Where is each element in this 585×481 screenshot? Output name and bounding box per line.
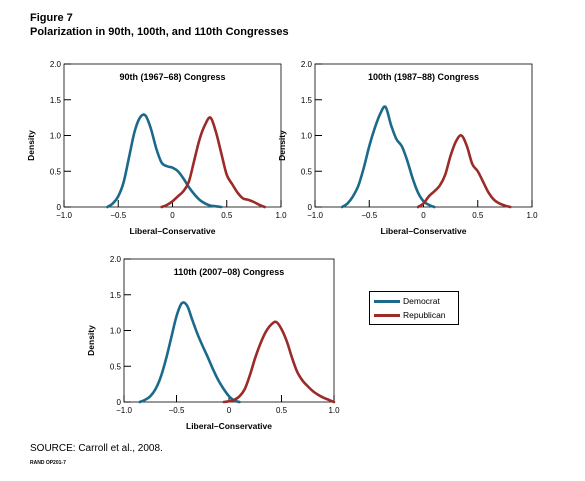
series-line-republican [222,320,336,404]
series-line-democrat [340,105,436,209]
y-tick-label: 0.5 [110,362,122,371]
chart-title: 90th (1967–68) Congress [119,72,225,82]
y-tick-label: 1.0 [50,132,62,141]
x-tick-label: 1.0 [526,211,538,220]
y-tick-label: 1.0 [110,327,122,336]
y-tick-label: 0.5 [50,167,62,176]
x-tick-label: 0.5 [472,211,484,220]
y-tick-label: 0 [57,203,62,212]
y-tick-label: 0.5 [301,167,313,176]
y-tick-label: 1.0 [301,132,313,141]
y-tick-label: 1.5 [110,291,122,300]
chart-title: 110th (2007–08) Congress [174,267,285,277]
legend-label-republican: Republican [403,310,446,320]
x-tick-label: −0.5 [361,211,377,220]
y-tick-label: 2.0 [50,60,62,69]
legend-swatch-democrat [374,299,400,303]
legend-label-democrat: Democrat [403,296,440,306]
x-axis-label: Liberal–Conservative [381,226,467,236]
x-tick-label: 0.5 [276,406,288,415]
x-tick-label: 0 [227,406,232,415]
chart-legend: Democrat Republican [369,291,459,325]
x-tick-label: −1.0 [116,406,132,415]
figure-label: Figure 7 [30,12,73,24]
series-line-democrat [106,113,223,209]
x-tick-label: 0.5 [221,211,233,220]
x-axis-label: Liberal–Conservative [186,421,272,431]
y-axis-label: Density [26,130,36,161]
x-tick-label: −0.5 [110,211,126,220]
plot-frame [314,63,533,208]
legend-item-democrat: Democrat [374,295,440,307]
y-tick-label: 2.0 [301,60,313,69]
chart-title: 100th (1987–88) Congress [368,72,479,82]
y-tick-label: 0 [117,398,122,407]
y-tick-label: 1.5 [50,96,62,105]
plot-frame [63,63,282,208]
y-tick-label: 0 [308,203,313,212]
source-note: SOURCE: Carroll et al., 2008. [30,443,163,454]
y-axis-label: Density [86,325,96,356]
y-tick-label: 1.5 [301,96,313,105]
x-tick-label: 0 [170,211,175,220]
x-tick-label: 1.0 [275,211,287,220]
rand-id: RAND OP201-7 [30,460,66,466]
series-line-democrat [138,301,241,404]
x-axis-label: Liberal–Conservative [130,226,216,236]
series-line-republican [160,116,267,209]
series-line-republican [416,134,512,209]
legend-item-republican: Republican [374,309,446,321]
y-tick-label: 2.0 [110,255,122,264]
x-tick-label: −1.0 [56,211,72,220]
y-axis-label: Density [277,130,287,161]
x-tick-label: −0.5 [169,406,185,415]
legend-swatch-republican [374,313,400,317]
x-tick-label: 0 [421,211,426,220]
figure-title: Polarization in 90th, 100th, and 110th C… [30,26,289,38]
x-tick-label: 1.0 [328,406,340,415]
x-tick-label: −1.0 [307,211,323,220]
